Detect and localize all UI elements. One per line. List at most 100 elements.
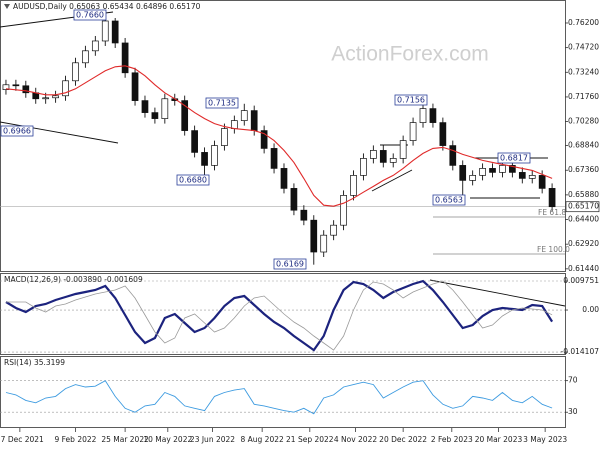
candle-body xyxy=(300,209,308,221)
y-tick-label: 0.64400 xyxy=(568,215,599,224)
annotation: 0.6966 xyxy=(3,127,31,136)
candle-body xyxy=(489,168,496,173)
x-tick-label: 2 Feb 2023 xyxy=(431,435,473,444)
candle-body xyxy=(459,165,467,181)
candle-body xyxy=(469,175,477,181)
candle-body xyxy=(399,140,407,159)
candle-body xyxy=(320,234,328,253)
rsi-title: RSI(14) 35.3199 xyxy=(4,358,65,367)
candle-body xyxy=(548,188,556,208)
y-tick-label: 30 xyxy=(568,407,578,416)
candle-body xyxy=(379,150,387,163)
candle-body xyxy=(330,224,337,236)
last-price-label: 0.65170 xyxy=(568,202,599,211)
candle-body xyxy=(499,165,506,173)
candle-body xyxy=(270,148,278,169)
y-tick-label: 0.67360 xyxy=(568,165,599,174)
candle-body xyxy=(538,175,546,189)
annotation: FE 61.8 xyxy=(538,208,566,217)
x-tick-label: 8 Aug 2022 xyxy=(241,435,284,444)
annotation: 0.6817 xyxy=(500,154,528,163)
candle-body xyxy=(518,172,526,179)
annotation: FE 100.0 xyxy=(537,245,570,254)
x-tick-label: 27 Dec 2021 xyxy=(0,435,44,444)
annotation-box xyxy=(73,9,107,21)
annotation: 0.6680 xyxy=(179,176,207,185)
candle-body xyxy=(479,168,486,176)
series-line xyxy=(5,380,553,415)
annotation: 0.6563 xyxy=(435,196,463,205)
annotation-box xyxy=(0,125,34,137)
candle-body xyxy=(528,175,536,179)
annotation-box xyxy=(176,174,210,186)
x-tick-label: 4 Nov 2022 xyxy=(334,435,377,444)
annotation: 0.7660 xyxy=(76,11,104,20)
y-tick-label: -0.014107 xyxy=(561,347,600,356)
candle-body xyxy=(260,130,268,149)
series-line xyxy=(6,280,553,351)
candle-body xyxy=(240,110,248,121)
trend-line xyxy=(371,169,413,192)
annotation: 0.7156 xyxy=(397,96,425,105)
macd-title: MACD(12,26,9) -0.003890 -0.001609 xyxy=(4,275,143,284)
candle-body xyxy=(42,97,50,100)
candle-body xyxy=(101,20,109,42)
x-tick-label: 20 Dec 2022 xyxy=(379,435,427,444)
candle-body xyxy=(350,175,357,196)
candle-body xyxy=(82,50,89,64)
candle-body xyxy=(419,108,427,123)
annotation-box xyxy=(273,258,307,270)
y-tick-label: 0.74720 xyxy=(568,43,599,52)
y-tick-label: 0.68840 xyxy=(568,141,599,150)
annotation-box xyxy=(205,97,239,109)
candle-body xyxy=(250,110,258,131)
candle-body xyxy=(52,95,59,99)
annotation: 0.7135 xyxy=(208,99,236,108)
candle-body xyxy=(310,219,318,253)
candle-body xyxy=(191,130,198,153)
candle-body xyxy=(409,122,417,141)
annotation-box xyxy=(497,152,531,164)
candle-body xyxy=(161,98,169,119)
x-tick-label: 10 May 2022 xyxy=(143,435,192,444)
candle-body xyxy=(121,42,129,74)
series-line xyxy=(5,279,554,352)
y-tick-label: 0.61440 xyxy=(568,264,599,273)
trend-line xyxy=(0,121,119,144)
header-icon xyxy=(4,4,10,9)
candle-body xyxy=(449,145,457,166)
candle-body xyxy=(509,165,516,173)
x-tick-label: 25 Mar 2022 xyxy=(101,435,149,444)
candle-body xyxy=(370,150,377,159)
trend-line xyxy=(429,279,566,307)
y-tick-label: 0.71760 xyxy=(568,92,599,101)
annotation: 0.6169 xyxy=(276,260,304,269)
macd-panel xyxy=(0,273,566,355)
candle-body xyxy=(181,100,189,131)
candle-body xyxy=(201,152,208,166)
x-tick-label: 21 Sep 2022 xyxy=(286,435,334,444)
candle-body xyxy=(290,188,298,211)
y-tick-label: 0.73240 xyxy=(568,67,599,76)
candle-body xyxy=(230,120,238,129)
x-tick-label: 3 May 2023 xyxy=(523,435,567,444)
x-tick-label: 9 Feb 2022 xyxy=(55,435,97,444)
candle-body xyxy=(22,85,30,94)
series-line xyxy=(5,65,553,207)
y-tick-label: 0.70280 xyxy=(568,117,599,126)
y-tick-label: 0.76200 xyxy=(568,18,599,27)
x-tick-label: 23 Jun 2022 xyxy=(190,435,235,444)
y-tick-label: 0.65880 xyxy=(568,190,599,199)
y-tick-label: 0.009751 xyxy=(563,276,599,285)
candle-body xyxy=(2,84,10,90)
candle-body xyxy=(429,108,437,123)
annotation-box xyxy=(394,94,428,106)
candle-body xyxy=(340,195,347,226)
candle-body xyxy=(91,40,99,52)
y-tick-label: 0.00 xyxy=(582,305,599,314)
chart-title: AUDUSD,Daily 0.65063 0.65434 0.64896 0.6… xyxy=(13,2,201,11)
price-panel xyxy=(0,0,566,272)
rsi-panel xyxy=(0,356,566,428)
